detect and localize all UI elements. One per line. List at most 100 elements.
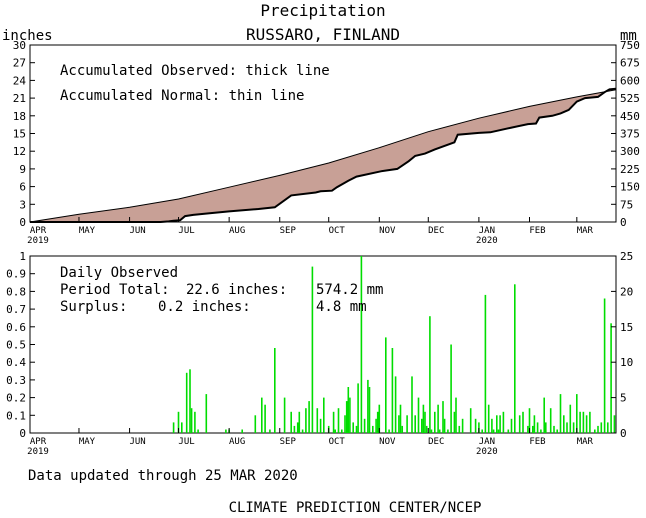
daily-bar — [368, 387, 371, 433]
right-axis-ticks-mm: 0 75 150 225 300 375 450 525 600 675 750 — [611, 39, 640, 229]
daily-bar — [597, 425, 599, 433]
daily-bar — [563, 415, 565, 433]
daily-bar — [499, 415, 501, 433]
daily-bar — [533, 415, 536, 433]
month-label: SEP — [280, 226, 297, 236]
month-label: FEB — [529, 437, 545, 447]
mm-tick-label: 225 — [620, 163, 640, 176]
period-total-inches: 22.6 inches: — [186, 282, 287, 298]
month-label: APR — [30, 437, 47, 447]
month-label: MAR — [577, 226, 594, 236]
daily-bar — [496, 415, 498, 433]
mm-tick-label: 450 — [620, 110, 640, 123]
accumulated-lines — [29, 87, 617, 223]
daily-bar — [414, 415, 416, 433]
daily-bar — [474, 418, 477, 433]
daily-bar — [311, 266, 314, 433]
daily-bar — [283, 397, 286, 433]
daily-bar — [572, 422, 575, 433]
daily-bar — [600, 422, 603, 433]
year-label: 2019 — [27, 447, 49, 457]
month-label: JUL — [178, 226, 194, 236]
mm-tick-label: 75 — [620, 198, 633, 211]
daily-inch-tick-label: 0.7 — [6, 303, 26, 316]
daily-bar — [334, 429, 336, 433]
month-label: JAN — [479, 437, 495, 447]
daily-inch-tick-label: 1 — [19, 250, 26, 263]
month-label: SEP — [280, 437, 297, 447]
daily-bar — [274, 348, 276, 433]
daily-bar — [510, 418, 513, 433]
period-total-mm: 574.2 mm — [316, 282, 383, 298]
inch-tick-label: 24 — [13, 74, 27, 87]
daily-bar — [582, 411, 585, 433]
daily-bar — [225, 429, 227, 433]
month-label: DEC — [428, 437, 444, 447]
mm-tick-label: 150 — [620, 181, 640, 194]
inch-tick-label: 6 — [19, 181, 26, 194]
daily-bar — [594, 429, 596, 433]
month-label: DEC — [428, 226, 444, 236]
daily-bar — [185, 372, 188, 433]
daily-bar — [450, 344, 452, 433]
daily-bar — [443, 418, 446, 433]
chart-subtitle: RUSSARO, FINLAND — [246, 25, 400, 44]
year-label: 2020 — [476, 236, 498, 246]
daily-bar — [301, 429, 304, 433]
daily-bar — [469, 408, 472, 433]
daily-bar — [205, 394, 208, 433]
daily-bar — [394, 376, 397, 433]
left-axis-unit-label: inches — [2, 28, 53, 44]
daily-bar — [296, 422, 299, 433]
daily-bar — [492, 429, 495, 433]
daily-bar — [172, 422, 175, 433]
daily-bar — [367, 379, 369, 433]
month-label: APR — [30, 226, 47, 236]
daily-bar — [422, 404, 425, 433]
year-label: 2019 — [27, 236, 49, 246]
daily-bar — [189, 369, 191, 433]
left-axis-ticks-daily: 0 0.1 0.2 0.3 0.4 0.5 0.6 0.7 0.8 0.9 1 — [6, 250, 35, 440]
daily-bar — [491, 418, 493, 433]
daily-bar — [190, 408, 193, 433]
daily-bar — [264, 404, 266, 433]
daily-bar — [549, 408, 552, 433]
daily-bar — [437, 404, 439, 433]
month-label: MAY — [79, 437, 96, 447]
daily-bar — [308, 401, 310, 433]
legend-normal-note: Accumulated Normal: thin line — [60, 88, 304, 104]
daily-bar — [363, 418, 366, 433]
inch-tick-label: 9 — [19, 163, 26, 176]
mm-tick-label: 525 — [620, 92, 640, 105]
daily-bar — [566, 422, 568, 433]
month-label: JUL — [178, 437, 194, 447]
surplus-inches: 0.2 inches: — [158, 299, 251, 315]
daily-bar — [532, 425, 534, 433]
mm-tick-label: 600 — [620, 74, 640, 87]
daily-bar — [375, 418, 377, 433]
daily-bar — [337, 408, 340, 433]
inch-tick-label: 27 — [13, 57, 26, 70]
daily-bar — [401, 425, 403, 433]
daily-bar — [417, 397, 420, 433]
daily-bar — [347, 387, 350, 433]
month-label: MAR — [577, 437, 594, 447]
daily-bar — [406, 415, 408, 433]
accumulated-panel: inches mm 0 3 6 9 12 15 18 21 24 27 30 0 75 150 225 30… — [2, 28, 640, 246]
mm-tick-label: 300 — [620, 145, 640, 158]
daily-bar — [261, 397, 263, 433]
daily-bar — [254, 415, 257, 433]
surplus-deficit-fill — [30, 88, 616, 222]
daily-bar — [425, 425, 428, 433]
left-axis-ticks-inches: 0 3 6 9 12 15 18 21 24 27 30 — [13, 39, 35, 229]
daily-bar — [522, 411, 524, 433]
daily-bar — [290, 411, 292, 433]
daily-mm-tick-label: 10 — [620, 356, 633, 369]
daily-bar — [536, 422, 539, 433]
month-label: FEB — [529, 226, 545, 236]
daily-inch-tick-label: 0.1 — [6, 409, 26, 422]
credit-line: CLIMATE PREDICTION CENTER/NCEP — [229, 500, 482, 516]
daily-bar — [543, 397, 545, 433]
daily-bar — [269, 429, 271, 433]
